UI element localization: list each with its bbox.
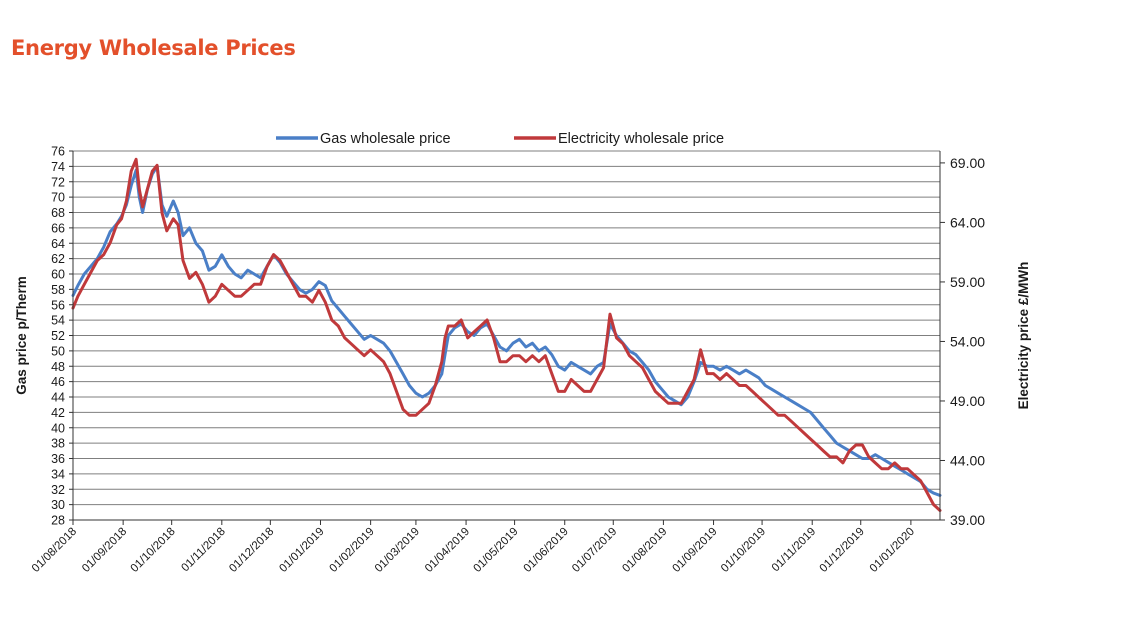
x-tick-label: 01/11/2018 bbox=[179, 526, 228, 575]
left-tick-label: 34 bbox=[51, 467, 65, 481]
left-tick-label: 70 bbox=[51, 191, 65, 205]
left-tick-label: 68 bbox=[51, 206, 65, 220]
gas-price-line bbox=[71, 164, 942, 497]
left-tick-label: 44 bbox=[51, 391, 65, 405]
left-tick-label: 74 bbox=[51, 160, 65, 174]
x-tick-label: 01/06/2019 bbox=[522, 526, 571, 575]
left-tick-label: 58 bbox=[51, 283, 65, 297]
left-tick-label: 40 bbox=[51, 421, 65, 435]
chart-gridlines bbox=[73, 150, 940, 521]
left-tick-label: 60 bbox=[51, 268, 65, 282]
y-axis-right-title: Electricity price £/MWh bbox=[1016, 262, 1031, 410]
left-tick-label: 46 bbox=[51, 375, 65, 389]
x-tick-label: 01/08/2019 bbox=[620, 526, 669, 575]
left-tick-label: 36 bbox=[51, 452, 65, 466]
left-tick-label: 32 bbox=[51, 483, 65, 497]
right-tick-label: 49.00 bbox=[950, 393, 985, 409]
x-axis-ticks: 01/08/2018 01/09/2018 01/10/2018 01/11/2018… bbox=[30, 520, 917, 575]
left-tick-label: 38 bbox=[51, 437, 65, 451]
legend-electricity-label: Electricity wholesale price bbox=[558, 131, 724, 147]
chart-legend: Gas wholesale price Electricity wholesal… bbox=[276, 131, 724, 147]
x-tick-label: 01/01/2020 bbox=[868, 526, 917, 575]
right-tick-label: 39.00 bbox=[950, 512, 985, 528]
right-axis-ticks: 39.00 44.00 49.00 54.00 59.00 64.00 69.00 bbox=[940, 155, 985, 528]
left-tick-label: 66 bbox=[51, 221, 65, 235]
right-tick-label: 64.00 bbox=[950, 214, 985, 230]
right-tick-label: 69.00 bbox=[950, 155, 985, 171]
x-tick-label: 01/01/2019 bbox=[277, 526, 326, 575]
right-tick-label: 59.00 bbox=[950, 274, 985, 290]
y-axis-left-title: Gas price p/Therm bbox=[14, 276, 29, 395]
x-tick-label: 01/08/2018 bbox=[30, 526, 79, 575]
x-tick-label: 01/10/2019 bbox=[719, 526, 768, 575]
x-tick-label: 01/09/2018 bbox=[80, 526, 129, 575]
chart-series bbox=[71, 157, 942, 512]
x-tick-label: 01/09/2019 bbox=[670, 526, 719, 575]
left-tick-label: 52 bbox=[51, 329, 65, 343]
x-tick-label: 01/12/2019 bbox=[818, 526, 867, 575]
electricity-price-line bbox=[71, 157, 942, 512]
left-tick-label: 50 bbox=[51, 344, 65, 358]
left-tick-label: 42 bbox=[51, 406, 65, 420]
right-tick-label: 44.00 bbox=[950, 452, 985, 468]
left-tick-label: 28 bbox=[51, 514, 65, 528]
x-tick-label: 01/02/2019 bbox=[328, 526, 377, 575]
left-tick-label: 76 bbox=[51, 145, 65, 159]
x-tick-label: 01/11/2019 bbox=[770, 526, 819, 575]
left-tick-label: 30 bbox=[51, 498, 65, 512]
page-title: Energy Wholesale Prices bbox=[11, 36, 296, 60]
x-tick-label: 01/10/2018 bbox=[129, 526, 178, 575]
x-tick-label: 01/03/2019 bbox=[373, 526, 422, 575]
right-tick-label: 54.00 bbox=[950, 333, 985, 349]
left-tick-label: 48 bbox=[51, 360, 65, 374]
left-tick-label: 54 bbox=[51, 314, 65, 328]
left-tick-label: 72 bbox=[51, 175, 65, 189]
left-tick-label: 62 bbox=[51, 252, 65, 266]
left-tick-label: 56 bbox=[51, 298, 65, 312]
legend-gas-label: Gas wholesale price bbox=[320, 131, 451, 147]
x-tick-label: 01/07/2019 bbox=[570, 526, 619, 575]
left-axis-ticks: 2830323436384042444648505254565860626466… bbox=[51, 145, 73, 528]
left-tick-label: 64 bbox=[51, 237, 65, 251]
x-tick-label: 01/05/2019 bbox=[472, 526, 521, 575]
x-tick-label: 01/12/2018 bbox=[227, 526, 276, 575]
x-tick-label: 01/04/2019 bbox=[423, 526, 472, 575]
